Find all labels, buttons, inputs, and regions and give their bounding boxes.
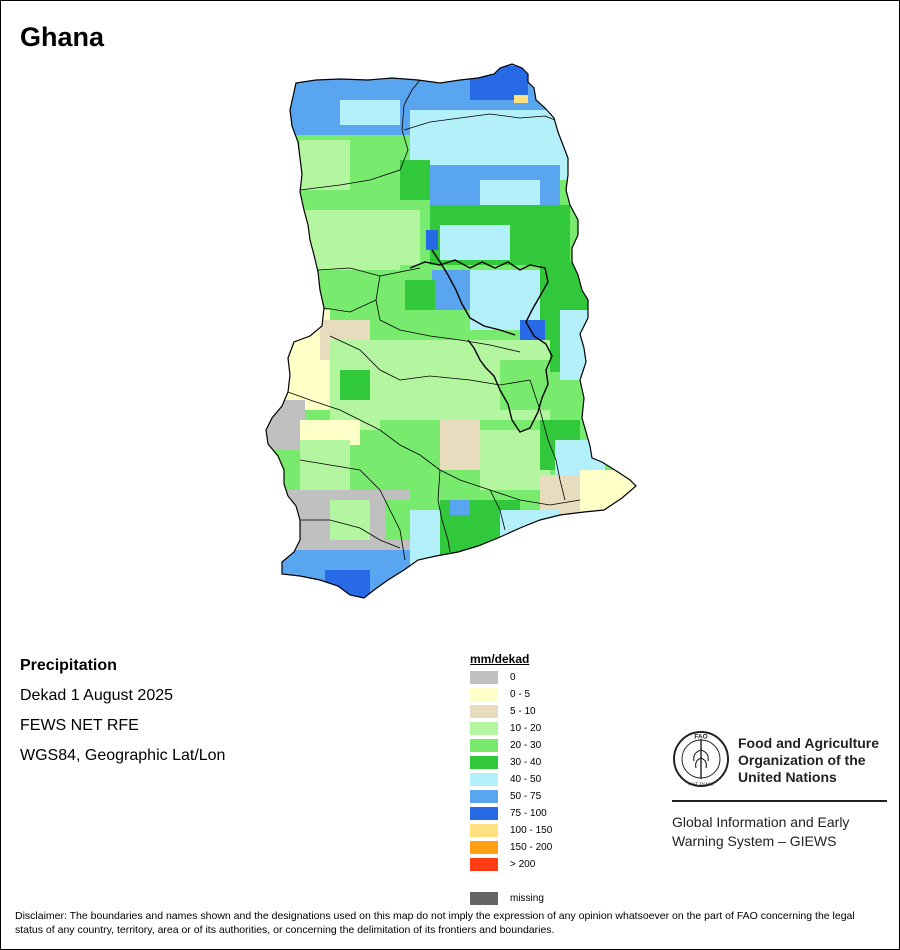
legend-swatch	[470, 705, 498, 718]
country-title: Ghana	[20, 22, 105, 52]
disclaimer: Disclaimer: The boundaries and names sho…	[15, 910, 855, 936]
legend-swatch	[470, 722, 498, 735]
legend-row: 75 - 100	[470, 805, 547, 822]
giews-name: Global Information and Early Warning Sys…	[672, 814, 850, 849]
legend-row: 5 - 10	[470, 703, 536, 720]
legend-swatch	[470, 671, 498, 684]
legend-label: 100 - 150	[510, 825, 553, 836]
fao-logo-icon: FAO FIAT PANIS	[673, 731, 729, 788]
legend-swatch	[470, 739, 498, 752]
legend-label: 30 - 40	[510, 757, 542, 768]
legend-swatch	[470, 807, 498, 820]
legend-label-missing: missing	[510, 893, 544, 904]
legend-swatch	[470, 790, 498, 803]
variable-label: Precipitation	[20, 657, 117, 674]
legend-row: 0	[470, 669, 529, 686]
legend-rows: 0 0 - 5 5 - 10 10 - 20 20 - 30 30 - 40 40 - 50…	[470, 669, 552, 873]
projection-label: WGS84, Geographic Lat/Lon	[20, 747, 226, 764]
legend-label: 150 - 200	[510, 842, 553, 853]
legend-label: 5 - 10	[510, 706, 536, 717]
legend-row: 50 - 75	[470, 788, 541, 805]
legend-swatch	[470, 824, 498, 837]
rainfall-raster	[266, 64, 636, 598]
source-label: FEWS NET RFE	[20, 717, 139, 734]
legend-row: 100 - 150	[470, 822, 552, 839]
svg-text:FAO: FAO	[694, 734, 707, 741]
legend-swatch	[470, 688, 498, 701]
svg-text:FIAT PANIS: FIAT PANIS	[688, 782, 713, 788]
legend-swatch	[470, 858, 498, 871]
legend-swatch	[470, 773, 498, 786]
legend-label: 0 - 5	[510, 689, 531, 700]
legend-row: 20 - 30	[470, 737, 541, 754]
legend-label: 50 - 75	[510, 791, 542, 802]
legend-label: 20 - 30	[510, 740, 542, 751]
legend-row: > 200	[470, 856, 535, 873]
country-outline	[265, 63, 637, 599]
legend-label: 10 - 20	[510, 723, 542, 734]
divider	[672, 800, 887, 802]
period-label: Dekad 1 August 2025	[20, 687, 174, 704]
fao-name: Food and Agriculture Organization of the…	[738, 735, 880, 785]
legend-row-missing: missing	[470, 890, 544, 907]
legend-row: 40 - 50	[470, 771, 541, 788]
legend: mm/dekad 0 0 - 5 5 - 10 10 - 20 20 - 30 30 - …	[470, 652, 552, 907]
legend-title: mm/dekad	[470, 652, 530, 666]
legend-label: > 200	[510, 859, 536, 870]
legend-swatch	[470, 756, 498, 769]
legend-row: 30 - 40	[470, 754, 541, 771]
legend-label: 40 - 50	[510, 774, 542, 785]
admin-boundaries	[287, 79, 581, 561]
legend-label: 75 - 100	[510, 808, 547, 819]
legend-swatch-missing	[470, 892, 498, 905]
legend-label: 0	[510, 672, 516, 683]
legend-row: 10 - 20	[470, 720, 541, 737]
precipitation-map	[265, 63, 637, 599]
legend-row: 0 - 5	[470, 686, 531, 703]
legend-row: 150 - 200	[470, 839, 552, 856]
legend-swatch	[470, 841, 498, 854]
map-info: Precipitation Dekad 1 August 2025 FEWS N…	[20, 655, 225, 775]
